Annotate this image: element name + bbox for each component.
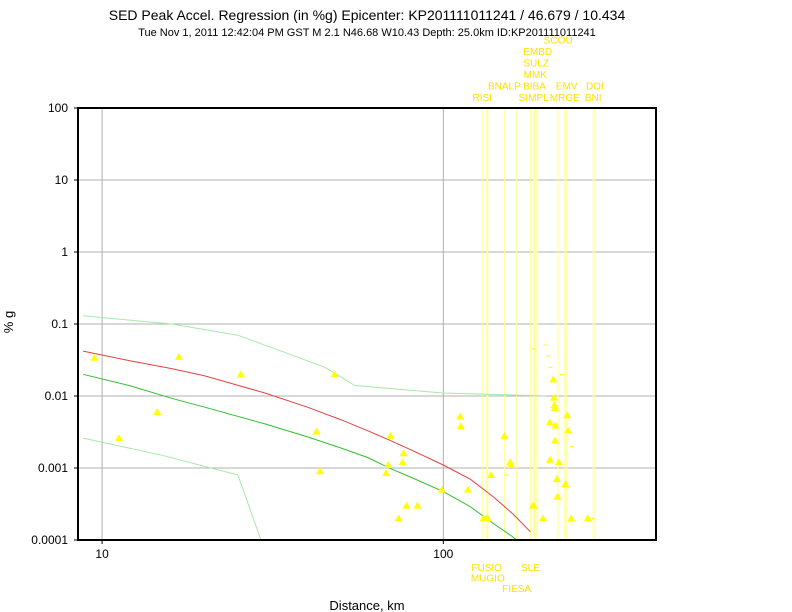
data-point [583,514,592,522]
station-label: FUSIO [471,563,502,574]
station-label: FIESA [502,584,531,595]
data-point [413,501,422,509]
data-point [549,375,558,383]
grid [78,107,656,541]
data-point [315,467,324,475]
data-point [564,426,573,434]
data-point [561,479,570,487]
data-point [550,400,559,408]
data-point [153,407,162,415]
data-point [563,411,572,419]
data-point [551,436,560,444]
x-tick-label: 10 [95,547,109,561]
data-point [483,514,492,522]
y-tick-label: 0.0001 [31,533,68,547]
y-tick-label: 1 [61,245,68,259]
data-point [545,418,554,426]
y-tick-label: 0.1 [51,317,68,331]
data-point [549,393,558,401]
data-point [398,458,407,466]
data-point [551,421,560,429]
y-tick-label: 100 [48,101,68,115]
data-point [500,431,509,439]
y-axis-label: % g [1,311,16,333]
data-point [552,475,561,483]
station-label: DOI [586,82,604,93]
station-label: MMK [524,70,548,81]
station-label: BNALP [488,82,521,93]
station-label: MRGE [550,93,580,104]
y-tick-label: 0.01 [45,389,69,403]
y-tick-label: 10 [55,173,69,187]
data-point [437,485,446,493]
data-point [539,514,548,522]
station-label: EMBD [523,47,552,58]
station-label: MUGIO [471,574,505,585]
data-point [546,455,555,463]
station-lines [481,108,596,540]
data-point [382,469,391,477]
data-point [384,461,393,469]
station-label: SIMPL [519,93,549,104]
data-point [312,427,321,435]
data-point [456,412,465,420]
data-point [529,501,538,509]
station-label: SULZ [523,59,549,70]
data-point [567,514,576,522]
x-tick-label: 100 [433,547,453,561]
data-point [553,492,562,500]
data-point [554,458,563,466]
station-label: SLE [521,563,540,574]
data-point [487,470,496,478]
mean-line [82,373,518,540]
data-points [90,344,595,522]
chart-subtitle: Tue Nov 1, 2011 12:42:04 PM GST M 2.1 N4… [138,27,596,39]
station-label: BIBA [523,82,546,93]
station-label: RISI [472,93,491,104]
data-point [394,514,403,522]
data-point [330,370,339,378]
chart-title: SED Peak Accel. Regression (in %g) Epice… [109,7,626,23]
data-point [463,485,472,493]
station-label: SCOU [544,36,573,47]
data-point [174,352,183,360]
data-point [402,501,411,509]
lower-bound-line [82,437,262,540]
x-axis-label: Distance, km [329,598,404,612]
data-point [399,449,408,457]
y-tick-label: 0.001 [38,461,68,475]
upper-bound-line [83,315,547,397]
data-point [456,422,465,430]
regression-line [82,350,531,533]
station-label: EMV [556,82,578,93]
data-point [236,370,245,378]
data-point [114,434,123,442]
axis-ticks: 100 10 1 0.1 0.01 0.001 0.0001 10 100 [31,101,453,561]
data-point [386,431,395,439]
station-label: BNI [585,93,602,104]
data-point [507,461,516,469]
data-point [90,353,99,361]
data-point [550,404,559,412]
